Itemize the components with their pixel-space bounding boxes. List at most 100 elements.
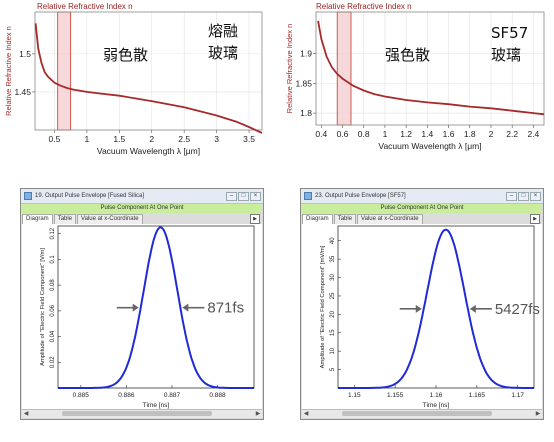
- y-tick-label: 10: [330, 347, 336, 354]
- scrollbar-thumb[interactable]: [62, 411, 212, 416]
- tab-bar: Diagram Table Value at x-Coordinate ▶: [22, 214, 262, 224]
- y-axis-label: Amplitude of "Electric Field Component" …: [320, 245, 326, 368]
- close-icon[interactable]: ×: [250, 192, 261, 201]
- wavelength-highlight-band: [57, 11, 72, 131]
- x-axis-label: Vacuum Wavelength λ [μm]: [378, 141, 481, 151]
- x-tick-label: 1.8: [464, 129, 476, 139]
- x-axis-label: Time [ns]: [423, 402, 450, 409]
- top-left-annotation-right-1: 熔融: [208, 22, 239, 40]
- x-tick-label: 1.5: [113, 134, 125, 144]
- pulse-envelope-curve: [338, 228, 534, 389]
- y-tick-label: 1.85: [295, 78, 312, 88]
- x-tick-label: 0.6: [337, 129, 349, 139]
- tab-table[interactable]: Table: [53, 214, 77, 224]
- x-tick-label: 1.15: [348, 392, 361, 399]
- pulse-banner: Pulse Component At One Point: [302, 204, 542, 213]
- y-tick-label: 40: [330, 237, 336, 244]
- scroll-left-icon[interactable]: ◀: [303, 411, 309, 417]
- x-tick-label: 2: [149, 134, 154, 144]
- wavelength-highlight-band: [336, 11, 352, 126]
- tab-scroll-right-icon[interactable]: ▶: [250, 214, 260, 224]
- y-tick-label: 25: [330, 292, 336, 299]
- y-tick-label: 0.04: [50, 330, 56, 342]
- x-tick-label: 1.16: [430, 392, 443, 399]
- x-tick-label: 1.2: [400, 129, 412, 139]
- x-tick-label: 3: [214, 134, 219, 144]
- x-tick-label: 2.4: [527, 129, 539, 139]
- y-tick-label: 1.5: [19, 49, 31, 59]
- top-right-annotation-center: 强色散: [385, 46, 431, 64]
- x-tick-label: 1: [383, 129, 388, 139]
- x-tick-label: 3.5: [243, 134, 255, 144]
- tab-diagram[interactable]: Diagram: [22, 214, 53, 224]
- top-left-annotation-right-2: 玻璃: [208, 44, 239, 62]
- x-tick-label: 1.6: [443, 129, 455, 139]
- x-tick-label: 1.4: [421, 129, 433, 139]
- bottom-right-pulse-plot[interactable]: 1.15 1.155 1.16 1.165 1.17 5 10 15 20 25 30 35 40 Tim…: [302, 224, 542, 410]
- scroll-left-icon[interactable]: ◀: [23, 411, 29, 417]
- x-tick-label: 2: [489, 129, 494, 139]
- x-tick-label: 0.887: [164, 392, 181, 399]
- y-axis-label: Relative Refractive Index n: [285, 24, 294, 114]
- x-tick-label: 0.888: [209, 392, 226, 399]
- refractive-index-curve: [317, 20, 545, 116]
- y-tick-label: 0.08: [50, 279, 56, 291]
- top-left-annotation-center: 弱色散: [103, 46, 149, 64]
- pulse-envelope-curve: [58, 226, 254, 389]
- window-app-icon: [24, 192, 32, 200]
- minimize-icon[interactable]: –: [226, 192, 237, 201]
- x-axis-label: Time [ns]: [143, 402, 170, 409]
- maximize-icon[interactable]: □: [518, 192, 529, 201]
- y-axis-label: Amplitude of "Electric Field Component" …: [40, 248, 46, 366]
- minimize-icon[interactable]: –: [506, 192, 517, 201]
- y-tick-label: 0.1: [50, 255, 56, 264]
- x-tick-label: 1: [85, 134, 90, 144]
- bottom-left-pulse-plot[interactable]: 0.885 0.886 0.887 0.888 0.02 0.04 0.06 0.08 0.1 0…: [22, 224, 262, 410]
- close-icon[interactable]: ×: [530, 192, 541, 201]
- maximize-icon[interactable]: □: [238, 192, 249, 201]
- window-title-text: 19. Output Pulse Envelope [Fused Silica]: [35, 193, 145, 199]
- window-titlebar[interactable]: 23. Output Pulse Envelope [SF57] – □ ×: [301, 189, 543, 204]
- x-tick-label: 0.885: [73, 392, 90, 399]
- tab-value-at-x[interactable]: Value at x-Coordinate: [357, 214, 423, 224]
- y-tick-label: 20: [330, 310, 336, 317]
- x-tick-label: 0.8: [358, 129, 370, 139]
- y-axis-label: Relative Refractive Index n: [4, 26, 13, 116]
- fwhm-left-arrow-icon: [415, 304, 422, 313]
- x-tick-label: 1.17: [511, 392, 524, 399]
- fwhm-duration-label: 871fs: [207, 300, 244, 317]
- tab-diagram[interactable]: Diagram: [302, 214, 333, 224]
- scroll-right-icon[interactable]: ▶: [255, 411, 261, 417]
- x-tick-label: 2.2: [506, 129, 518, 139]
- y-tick-label: 0.12: [50, 227, 56, 239]
- y-tick-label: 1.9: [300, 49, 312, 59]
- tab-table[interactable]: Table: [333, 214, 357, 224]
- y-tick-label: 35: [330, 255, 336, 262]
- y-tick-label: 30: [330, 274, 336, 281]
- tab-bar: Diagram Table Value at x-Coordinate ▶: [302, 214, 542, 224]
- tab-scroll-right-icon[interactable]: ▶: [530, 214, 540, 224]
- x-tick-label: 1.155: [387, 392, 404, 399]
- window-titlebar[interactable]: 19. Output Pulse Envelope [Fused Silica]…: [21, 189, 263, 204]
- top-right-refractive-index-chart: 0.4 0.6 0.8 1 1.2 1.4 1.6 1.8 2 2.2 2.4 1.8 1.85 1.9 V…: [285, 11, 545, 151]
- horizontal-scrollbar[interactable]: ◀ ▶: [302, 409, 542, 418]
- fwhm-right-arrow-icon: [469, 304, 476, 313]
- scrollbar-thumb[interactable]: [342, 411, 492, 416]
- top-right-annotation-right-2: 玻璃: [491, 46, 522, 64]
- bottom-right-pulse-window: 23. Output Pulse Envelope [SF57] – □ × Pul…: [300, 188, 544, 420]
- x-tick-label: 2.5: [178, 134, 190, 144]
- y-tick-label: 1.45: [14, 87, 31, 97]
- horizontal-scrollbar[interactable]: ◀ ▶: [22, 409, 262, 418]
- refractive-index-curve: [34, 23, 263, 134]
- x-tick-label: 0.5: [49, 134, 61, 144]
- y-tick-label: 1.8: [300, 108, 312, 118]
- top-right-annotation-right-1: SF57: [491, 24, 529, 42]
- plot-frame: [34, 11, 263, 131]
- scroll-right-icon[interactable]: ▶: [535, 411, 541, 417]
- y-tick-label: 0.02: [50, 356, 56, 368]
- top-left-chart-title: Relative Refractive Index n: [37, 2, 133, 11]
- window-app-icon: [304, 192, 312, 200]
- tab-value-at-x[interactable]: Value at x-Coordinate: [77, 214, 143, 224]
- pulse-banner: Pulse Component At One Point: [22, 204, 262, 213]
- x-tick-label: 0.4: [315, 129, 327, 139]
